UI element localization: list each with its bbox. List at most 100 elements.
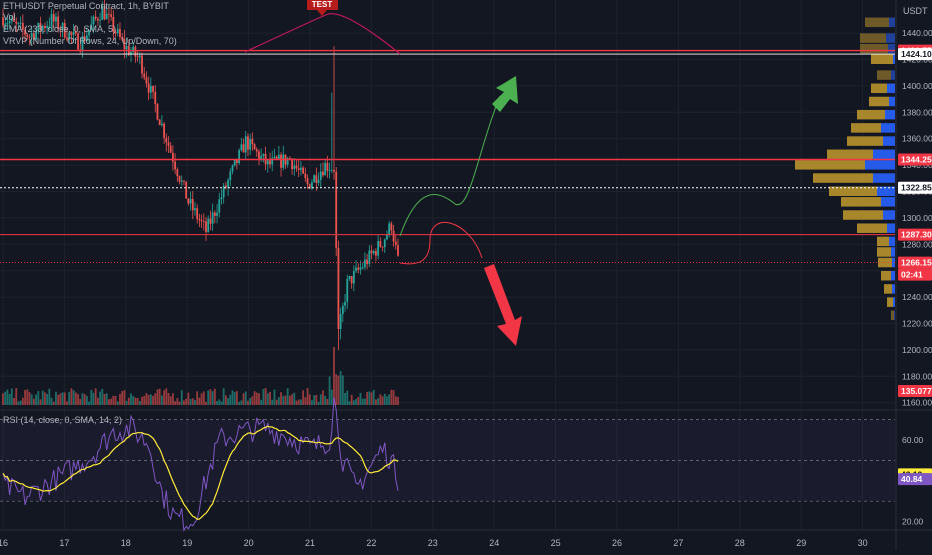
volume-bar (262, 388, 265, 405)
volume-bar (57, 394, 60, 405)
volume-bar (174, 401, 177, 405)
candle-body (260, 155, 263, 160)
volume-bar (163, 390, 165, 405)
vp-row-up (891, 70, 895, 80)
candle-body (348, 276, 351, 279)
candle-body (386, 234, 388, 240)
drawings[interactable]: TEST (244, 0, 522, 346)
candle-body (229, 171, 232, 181)
vp-row-down (877, 70, 891, 80)
vp-row-down (857, 109, 885, 120)
volume-bar (123, 390, 126, 405)
legend-vrvp[interactable]: VRVP (Number Of Rows, 24, Up/Down, 70) (3, 36, 177, 46)
vp-row-up (889, 17, 895, 28)
candle-body (288, 158, 291, 160)
test-curve[interactable] (244, 13, 401, 55)
volume-bar (388, 394, 391, 405)
price-candles[interactable] (2, 0, 399, 350)
candle-body (238, 150, 241, 164)
volume-bar (375, 399, 377, 405)
volume-bar (218, 399, 221, 405)
vp-row-down (871, 83, 887, 94)
candle-body (326, 162, 329, 171)
candle-body (352, 271, 355, 284)
candle-body (383, 239, 386, 248)
volume-bar (158, 388, 161, 405)
legend-vol[interactable]: Vol (3, 12, 16, 22)
volume-bar (183, 400, 185, 405)
symbol-title[interactable]: ETHUSDT Perpetual Contract, 1h, BYBIT (3, 1, 169, 11)
volume-bar (110, 398, 113, 405)
volume-bar (370, 392, 373, 405)
horizontal-lines[interactable] (0, 49, 895, 263)
volume-bar (130, 393, 132, 405)
volume-bar (32, 398, 35, 405)
rsi-pane[interactable] (0, 397, 895, 533)
volume-bar (194, 400, 196, 405)
price-axis-label: 1200.00 (902, 345, 932, 355)
candle-body (233, 159, 236, 166)
volume-bar (211, 391, 214, 405)
volume-bar (94, 388, 97, 405)
candle-body (130, 51, 132, 55)
volume-bar (341, 375, 344, 405)
test-marker[interactable]: TEST (307, 0, 338, 16)
bearish-arrow-icon[interactable] (484, 264, 522, 346)
candle-body (81, 36, 84, 52)
volume-bar (28, 391, 31, 405)
vp-row-down (869, 96, 889, 107)
rsi-line (2, 397, 399, 533)
volume-bar (180, 390, 183, 405)
volume-bar (70, 388, 73, 405)
volume-bar (165, 388, 168, 405)
volume-bar (315, 394, 318, 405)
candle-body (319, 171, 322, 180)
volume-bar (302, 390, 305, 405)
price-tag: 1266.15 (901, 258, 932, 268)
candle-body (366, 259, 369, 265)
candle-body (311, 182, 313, 189)
candle-body (363, 259, 366, 268)
volume-bar (244, 391, 247, 405)
candle-body (202, 221, 205, 223)
legend-ema[interactable]: EMA (233, close, 0, SMA, 5) (3, 24, 117, 34)
candle-body (280, 154, 282, 168)
candle-body (317, 179, 320, 183)
vp-row-up (894, 310, 895, 321)
volume-bar (350, 394, 353, 405)
candle-body (19, 22, 22, 24)
volume-bar (361, 398, 364, 405)
volume-bar (101, 388, 104, 405)
bullish-path[interactable] (399, 95, 501, 237)
vp-row-down (843, 210, 883, 220)
bearish-path[interactable] (399, 222, 483, 265)
candle-body (32, 33, 35, 40)
candle-body (48, 25, 51, 27)
volume-bar (105, 393, 108, 405)
price-tag: 1322.85 (901, 183, 932, 193)
time-axis-label: 22 (366, 538, 376, 548)
vp-row-up (891, 270, 895, 281)
volume-bar (277, 397, 280, 405)
vp-row-down (881, 270, 891, 281)
volume-bar (322, 390, 324, 405)
volume-bar (99, 391, 101, 405)
volume-bar (169, 396, 172, 405)
volume-bar (21, 397, 24, 405)
volume-bar (6, 389, 9, 405)
candle-body (35, 30, 38, 40)
test-label: TEST (312, 0, 333, 9)
volume-bar (291, 394, 293, 405)
candle-body (94, 16, 97, 19)
volume-bar (77, 394, 79, 405)
volume-bar (143, 395, 146, 405)
vp-row-up (881, 197, 895, 207)
price-axis-label: 1240.00 (902, 292, 932, 302)
candle-body (4, 23, 7, 26)
vp-row-down (887, 297, 893, 307)
vp-row-up (885, 109, 895, 120)
legend-rsi[interactable]: RSI (14, close, 0, SMA, 14, 2) (3, 415, 123, 425)
bullish-arrow-icon[interactable] (492, 76, 518, 112)
